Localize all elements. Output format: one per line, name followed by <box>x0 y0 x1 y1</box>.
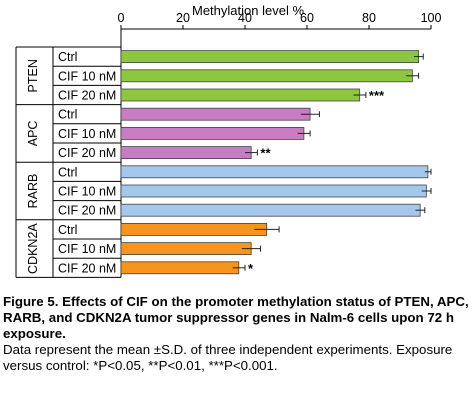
methylation-bar-chart: Methylation level % 0 20 40 60 80 100 ****** … <box>15 3 442 278</box>
bar-label: CIF 10 nM <box>58 69 116 83</box>
bar <box>120 50 420 63</box>
bar-label: CIF 10 nM <box>58 185 116 199</box>
bar <box>120 127 305 140</box>
significance-label: *** <box>369 88 385 103</box>
group-label: PTEN <box>26 59 40 92</box>
bar-label: CIF 20 nM <box>58 261 116 275</box>
bar <box>120 165 429 179</box>
bar <box>120 88 361 102</box>
bar-label: CIF 20 nM <box>58 146 116 160</box>
bar-label: Ctrl <box>58 108 77 122</box>
bar <box>120 107 311 121</box>
significance-label: * <box>248 261 254 276</box>
bar <box>120 222 268 236</box>
x-tick-label: 20 <box>176 11 190 25</box>
bars: ****** <box>120 50 432 276</box>
significance-label: ** <box>260 146 271 161</box>
figure-caption: Figure 5. Effects of CIF on the promoter… <box>3 294 469 374</box>
bar-label: Ctrl <box>58 165 77 179</box>
x-tick-label: 60 <box>300 11 314 25</box>
caption-title: Figure 5. Effects of CIF on the promoter… <box>3 294 469 341</box>
bar <box>120 146 252 160</box>
axis-title: Methylation level % <box>192 3 304 18</box>
group-label: RARB <box>26 174 40 209</box>
bar-label: Ctrl <box>58 223 77 237</box>
bar-label: CIF 20 nM <box>58 204 116 218</box>
group-label: CDKN2A <box>26 223 40 274</box>
x-tick-label: 100 <box>421 11 442 25</box>
bar <box>120 261 240 275</box>
bar <box>120 203 421 217</box>
x-tick-label: 40 <box>238 11 252 25</box>
caption-body: Data represent the mean ±S.D. of three i… <box>3 342 453 373</box>
bar <box>120 242 252 256</box>
bar-label: CIF 10 nM <box>58 127 116 141</box>
x-tick-label: 80 <box>362 11 376 25</box>
x-tick-label: 0 <box>118 11 125 25</box>
bar <box>120 69 413 83</box>
bar-label: CIF 10 nM <box>58 242 116 256</box>
bar-label: Ctrl <box>58 50 77 64</box>
bar-label: CIF 20 nM <box>58 89 116 103</box>
bar <box>120 184 427 198</box>
category-labels: PTEN Ctrl CIF 10 nM CIF 20 nM APC Ctrl CIF 10 … <box>15 46 121 278</box>
group-label: APC <box>26 121 40 147</box>
